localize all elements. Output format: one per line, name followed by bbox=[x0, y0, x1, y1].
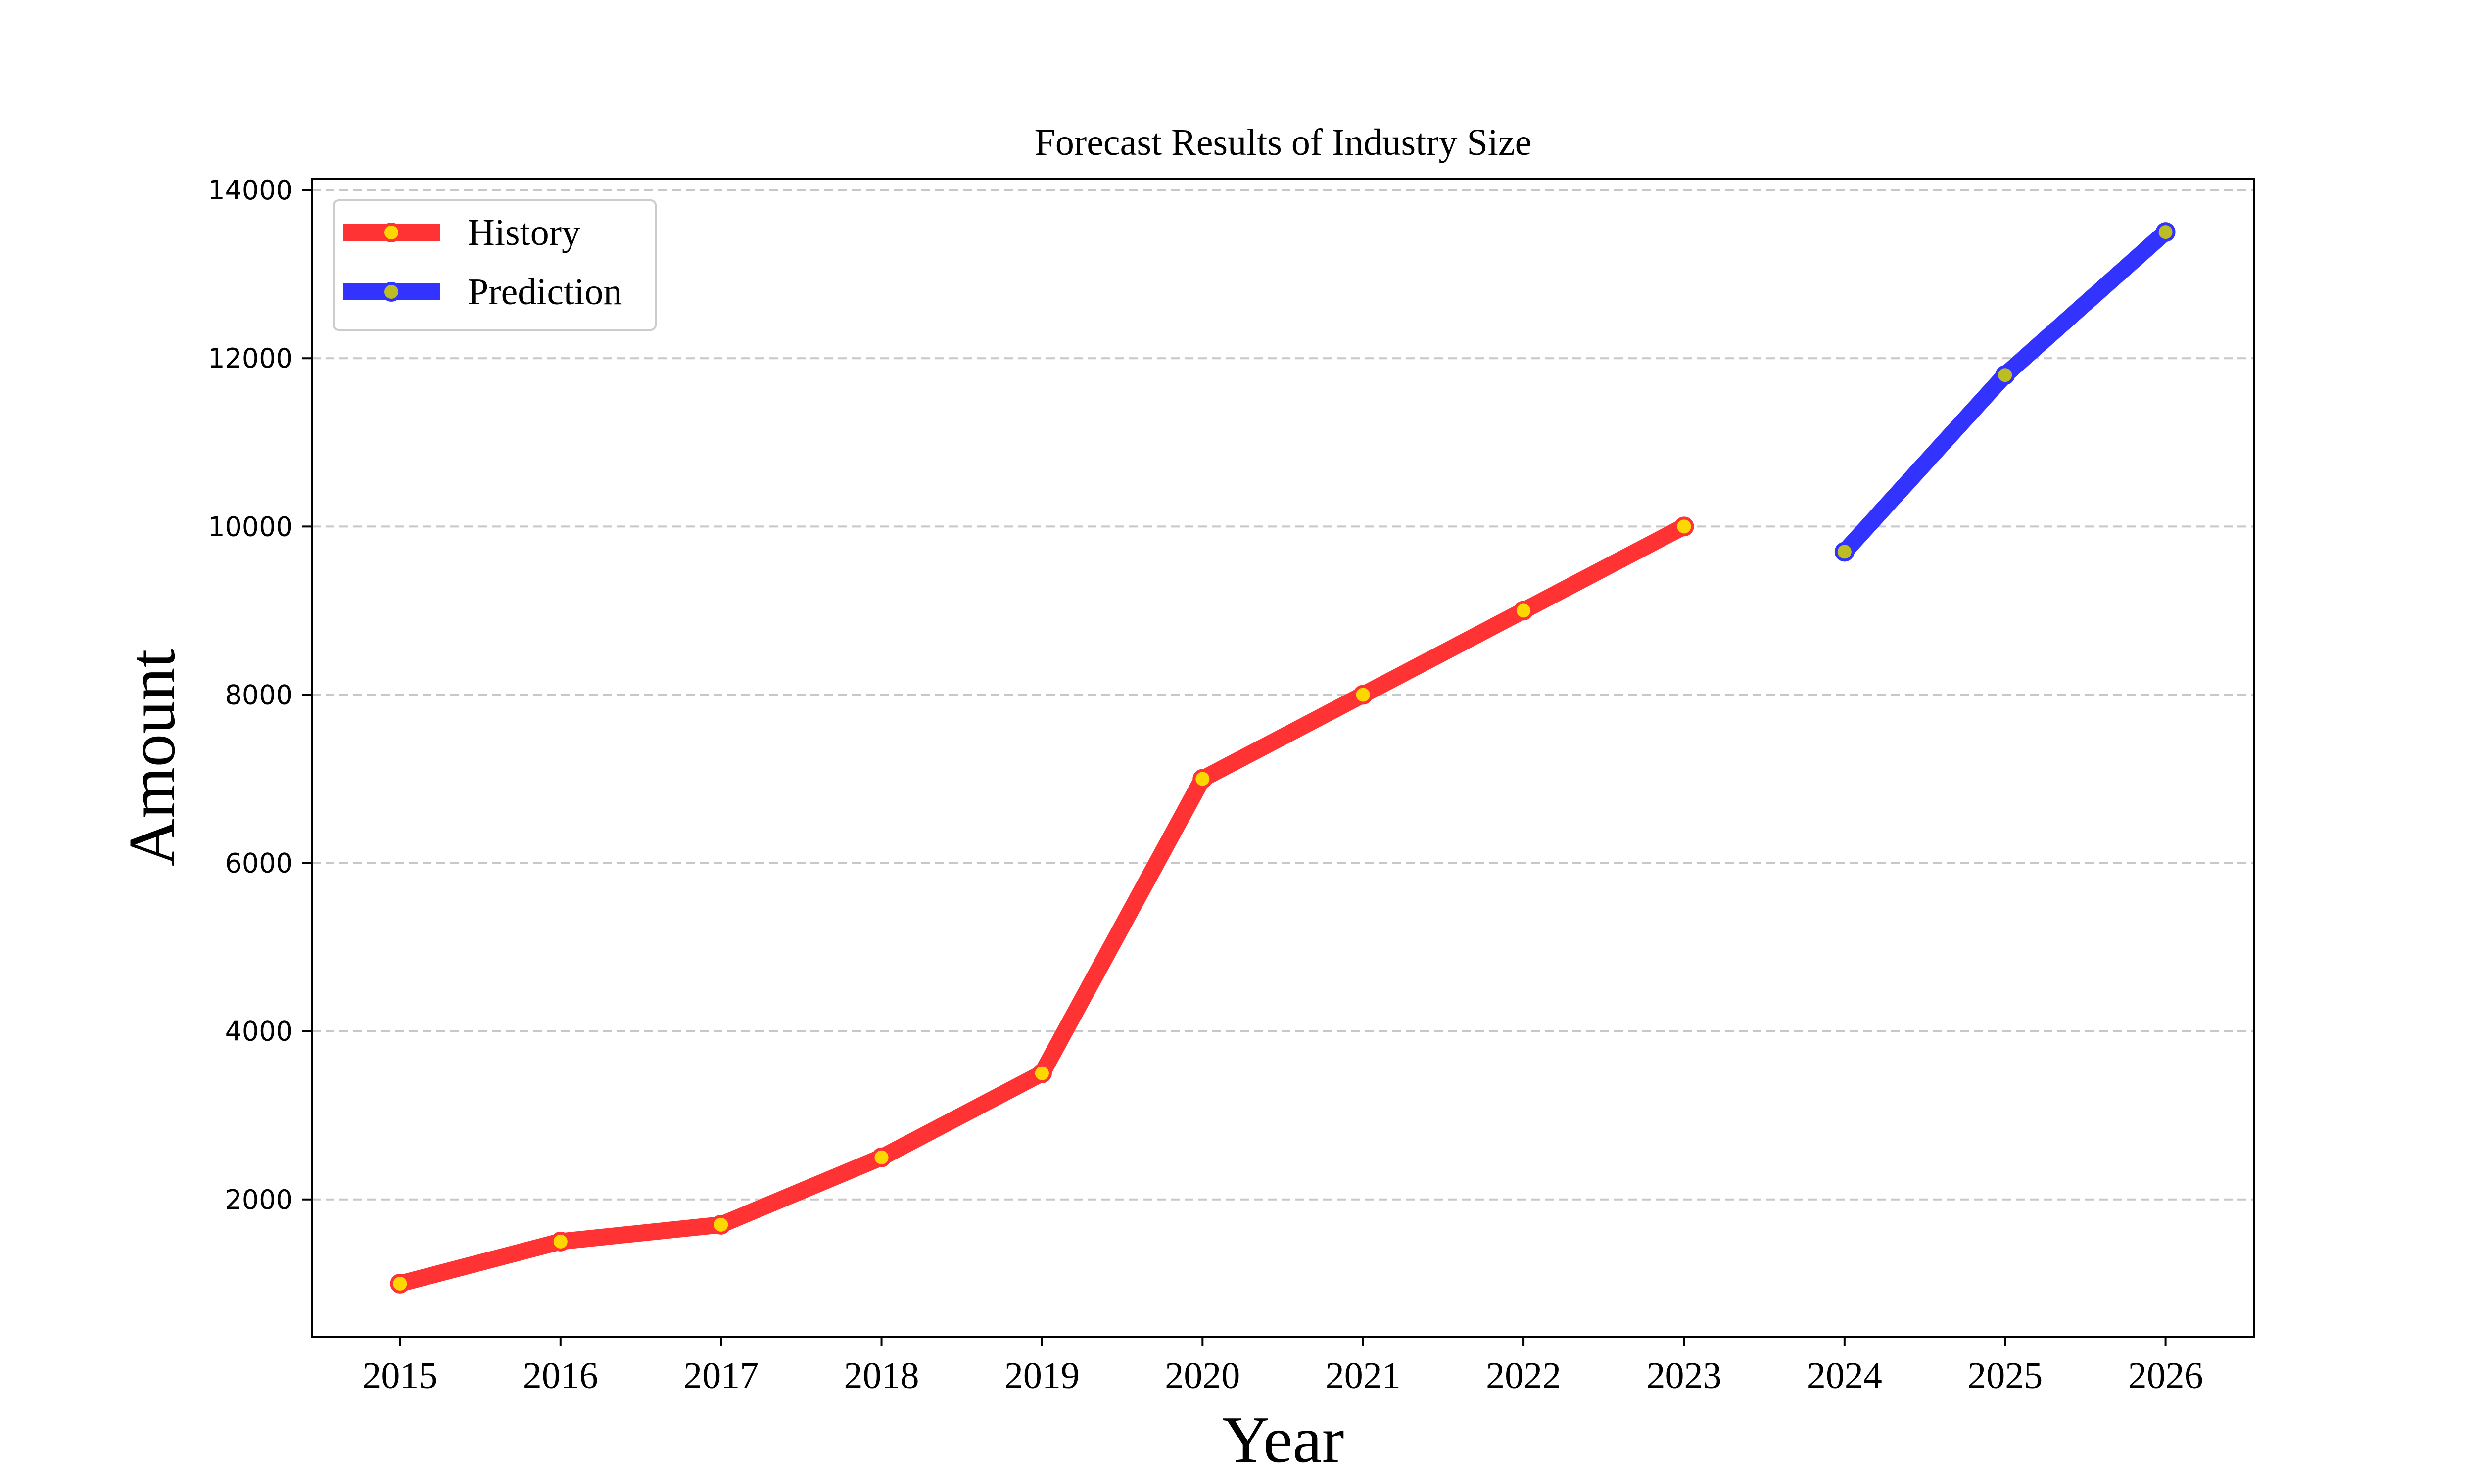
y-tick-label: 14000 bbox=[208, 175, 293, 206]
x-tick-label: 2016 bbox=[523, 1355, 598, 1396]
legend-marker-history bbox=[381, 223, 401, 242]
data-point-prediction bbox=[2155, 222, 2176, 242]
x-tick-label: 2022 bbox=[1486, 1355, 1561, 1396]
y-axis-label: Amount bbox=[115, 649, 189, 866]
data-point-history bbox=[1514, 601, 1534, 621]
x-tick-label: 2023 bbox=[1646, 1355, 1721, 1396]
y-tick-label: 12000 bbox=[208, 343, 293, 374]
y-tick-label: 2000 bbox=[225, 1184, 293, 1215]
legend-label-prediction: Prediction bbox=[468, 271, 622, 313]
data-point-prediction bbox=[1995, 365, 2015, 385]
x-tick-label: 2017 bbox=[683, 1355, 759, 1396]
data-point-prediction bbox=[1834, 542, 1855, 562]
data-point-history bbox=[550, 1231, 571, 1252]
legend-marker-prediction bbox=[381, 282, 401, 302]
x-tick-label: 2021 bbox=[1326, 1355, 1401, 1396]
y-tick-label: 8000 bbox=[225, 679, 293, 710]
grid-lines bbox=[312, 189, 2254, 1201]
x-tick-label: 2026 bbox=[2128, 1355, 2203, 1396]
y-tick-label: 6000 bbox=[225, 848, 293, 879]
data-point-history bbox=[390, 1273, 410, 1294]
legend-label-history: History bbox=[468, 212, 580, 253]
y-axis: 2000 4000 6000 8000 10000 12000 14000 bbox=[208, 175, 312, 1215]
y-tick-label: 10000 bbox=[208, 511, 293, 542]
data-point-history bbox=[1353, 685, 1373, 705]
legend: History Prediction bbox=[333, 199, 657, 331]
x-tick-label: 2025 bbox=[1967, 1355, 2043, 1396]
y-tick-label: 4000 bbox=[225, 1016, 293, 1047]
x-axis-label: Year bbox=[1222, 1403, 1344, 1476]
x-tick-label: 2019 bbox=[1004, 1355, 1080, 1396]
data-point-history bbox=[1674, 516, 1694, 537]
chart-title: Forecast Results of Industry Size bbox=[1035, 122, 1532, 163]
data-point-history bbox=[871, 1147, 892, 1167]
data-point-history bbox=[1192, 769, 1213, 789]
x-tick-label: 2018 bbox=[844, 1355, 919, 1396]
plot-series bbox=[390, 222, 2176, 1294]
data-point-history bbox=[1032, 1063, 1052, 1083]
x-tick-label: 2020 bbox=[1165, 1355, 1240, 1396]
legend-entry-history: History bbox=[343, 212, 580, 253]
x-tick-label: 2024 bbox=[1807, 1355, 1882, 1396]
x-axis: 2015 2016 2017 2018 2019 2020 2021 2022 2023 2024… bbox=[362, 1337, 2203, 1396]
x-tick-label: 2015 bbox=[362, 1355, 437, 1396]
data-point-history bbox=[711, 1214, 731, 1235]
legend-entry-prediction: Prediction bbox=[343, 271, 622, 313]
plot-frame bbox=[311, 178, 2255, 1338]
